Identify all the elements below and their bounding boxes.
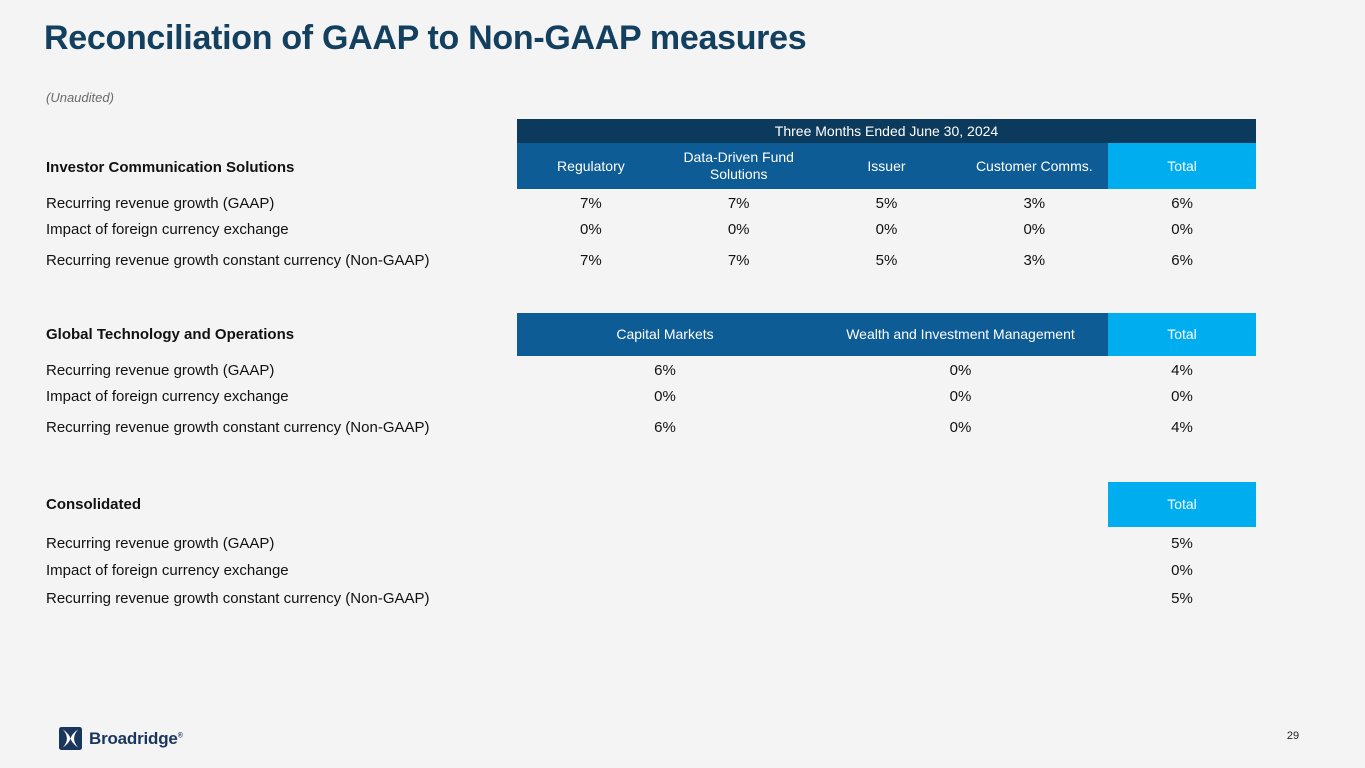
metric-value: 5% xyxy=(1171,589,1193,607)
broadridge-logo-text: Broadridge® xyxy=(89,728,183,748)
metric-value: 4% xyxy=(1171,361,1193,379)
table-row: Impact of foreign currency exchange 0% 0… xyxy=(46,385,1256,407)
page-title: Reconciliation of GAAP to Non-GAAP measu… xyxy=(44,19,807,57)
metric-value: 0% xyxy=(949,418,972,436)
row-label: Impact of foreign currency exchange xyxy=(46,387,289,405)
table1-col-data-driven-fund-solutions: Data-Driven Fund Solutions xyxy=(664,143,813,189)
table2-col-wealth-and-investment-management: Wealth and Investment Management xyxy=(813,313,1108,356)
row-label: Recurring revenue growth (GAAP) xyxy=(46,534,275,552)
row-values: 7% 7% 5% 3% 6% xyxy=(517,195,1256,212)
metric-value: 0% xyxy=(654,387,676,405)
metric-value: 6% xyxy=(654,361,676,379)
metric-value: 0% xyxy=(949,387,972,405)
metric-value: 7% xyxy=(727,194,750,212)
row-label: Recurring revenue growth constant curren… xyxy=(46,251,430,269)
row-label: Impact of foreign currency exchange xyxy=(46,220,289,238)
unaudited-note: (Unaudited) xyxy=(46,90,114,105)
metric-value: 6% xyxy=(654,418,676,436)
metric-value: 0% xyxy=(1171,220,1193,238)
table-row: Recurring revenue growth (GAAP) 5% xyxy=(46,532,1256,554)
table-row: Recurring revenue growth constant curren… xyxy=(46,249,1256,271)
table1-span-header: Three Months Ended June 30, 2024 xyxy=(517,119,1256,143)
row-values: 5% xyxy=(517,535,1256,552)
table-row: Recurring revenue growth (GAAP) 7% 7% 5%… xyxy=(46,192,1256,214)
metric-value: 3% xyxy=(1023,251,1046,269)
row-values: 6% 0% 4% xyxy=(517,362,1256,379)
metric-value: 3% xyxy=(1023,194,1046,212)
metric-value: 7% xyxy=(580,251,602,269)
metric-value: 5% xyxy=(1171,534,1193,552)
table1-col-issuer: Issuer xyxy=(812,143,961,189)
metric-value: 6% xyxy=(1171,194,1193,212)
registered-trademark-symbol: ® xyxy=(177,731,183,739)
table2-col-total: Total xyxy=(1108,313,1256,356)
row-values: 0% 0% 0% 0% 0% xyxy=(517,221,1256,238)
metric-value: 5% xyxy=(875,194,898,212)
metric-value: 5% xyxy=(875,251,898,269)
table1-col-customer-comms: Customer Comms. xyxy=(960,143,1109,189)
section-label-investor-communication-solutions: Investor Communication Solutions xyxy=(46,159,295,176)
row-values: 0% 0% 0% xyxy=(517,388,1256,405)
table3-col-total: Total xyxy=(1108,482,1256,527)
row-label: Recurring revenue growth (GAAP) xyxy=(46,361,275,379)
table-row: Recurring revenue growth (GAAP) 6% 0% 4% xyxy=(46,359,1256,381)
broadridge-butterfly-icon xyxy=(59,727,82,750)
table1-col-regulatory: Regulatory xyxy=(517,143,665,189)
metric-value: 0% xyxy=(1171,561,1193,579)
metric-value: 0% xyxy=(875,220,898,238)
row-label: Recurring revenue growth constant curren… xyxy=(46,418,430,436)
table-row: Impact of foreign currency exchange 0% 0… xyxy=(46,218,1256,240)
section-label-global-technology-and-operations: Global Technology and Operations xyxy=(46,326,295,343)
row-label: Impact of foreign currency exchange xyxy=(46,561,289,579)
table1-col-total: Total xyxy=(1108,143,1256,189)
metric-value: 6% xyxy=(1171,251,1193,269)
table3-header-row: Total xyxy=(1108,482,1256,527)
metric-value: 0% xyxy=(1023,220,1046,238)
row-values: 6% 0% 4% xyxy=(517,419,1256,436)
table2-col-capital-markets: Capital Markets xyxy=(517,313,813,356)
metric-value: 0% xyxy=(727,220,750,238)
row-values: 5% xyxy=(517,590,1256,607)
row-values: 0% xyxy=(517,562,1256,579)
row-values: 7% 7% 5% 3% 6% xyxy=(517,252,1256,269)
section-label-consolidated: Consolidated xyxy=(46,496,142,513)
table-row: Recurring revenue growth constant curren… xyxy=(46,587,1256,609)
broadridge-logo: Broadridge® xyxy=(59,727,183,750)
page-number: 29 xyxy=(1286,730,1300,742)
metric-value: 7% xyxy=(580,194,602,212)
metric-value: 0% xyxy=(949,361,972,379)
table2-header-row: Capital Markets Wealth and Investment Ma… xyxy=(517,313,1256,356)
table-row: Impact of foreign currency exchange 0% xyxy=(46,559,1256,581)
row-label: Recurring revenue growth (GAAP) xyxy=(46,194,275,212)
metric-value: 7% xyxy=(727,251,750,269)
metric-value: 4% xyxy=(1171,418,1193,436)
row-label: Recurring revenue growth constant curren… xyxy=(46,589,430,607)
table-row: Recurring revenue growth constant curren… xyxy=(46,416,1256,438)
metric-value: 0% xyxy=(580,220,602,238)
table1-header-row: Regulatory Data-Driven Fund Solutions Is… xyxy=(517,143,1256,189)
metric-value: 0% xyxy=(1171,387,1193,405)
